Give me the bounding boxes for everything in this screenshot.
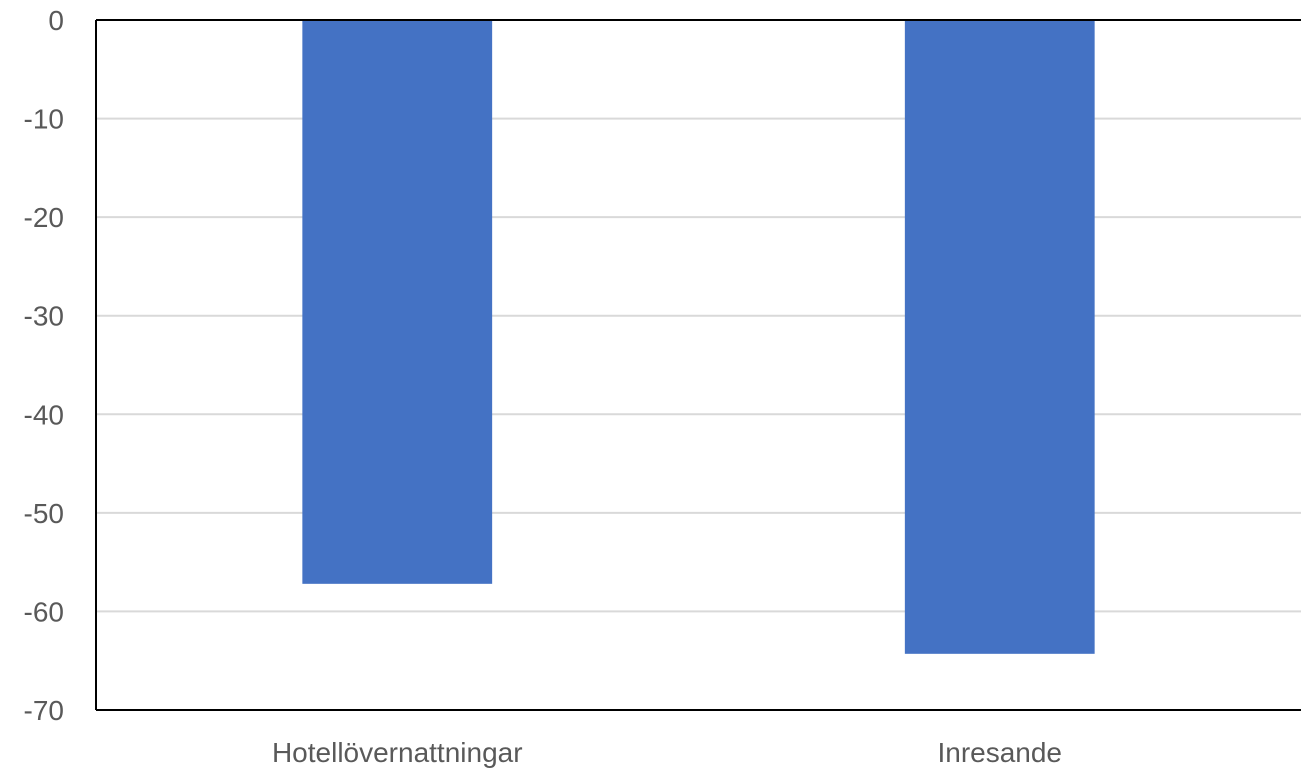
y-tick-label: 0 <box>48 5 64 36</box>
y-tick-label: -30 <box>24 301 64 332</box>
x-tick-labels: Hotellövernattningar Inresande <box>272 737 1062 768</box>
bar <box>302 20 493 584</box>
x-tick-label: Hotellövernattningar <box>272 737 523 768</box>
bars <box>302 20 1095 654</box>
y-tick-label: -20 <box>24 202 64 233</box>
x-tick-label: Inresande <box>937 737 1062 768</box>
gridlines <box>96 117 1301 613</box>
axes <box>95 19 1301 711</box>
y-tick-label: -50 <box>24 498 64 529</box>
bar <box>904 20 1095 654</box>
y-tick-label: -10 <box>24 104 64 135</box>
y-tick-label: -40 <box>24 399 64 430</box>
y-tick-label: -60 <box>24 596 64 627</box>
y-tick-labels: 0 -10 -20 -30 -40 -50 -60 -70 <box>24 5 64 726</box>
y-tick-label: -70 <box>24 695 64 726</box>
